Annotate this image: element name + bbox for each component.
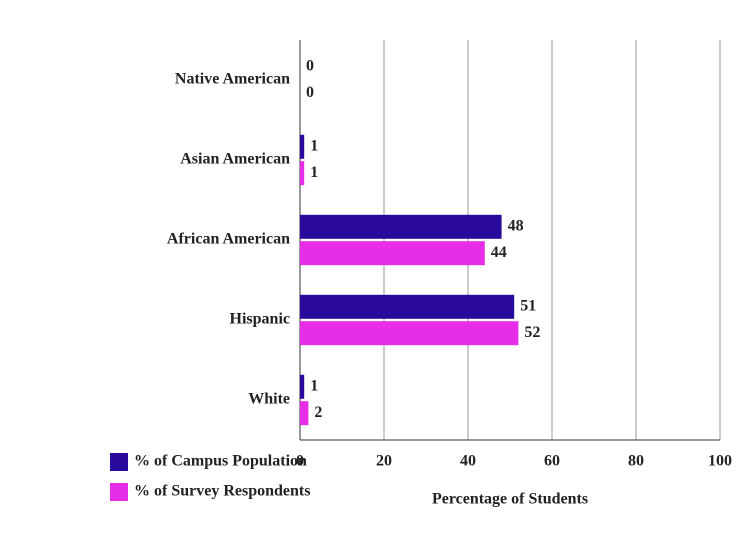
- bar: [300, 161, 305, 186]
- legend-swatch: [110, 483, 128, 501]
- bar: [300, 294, 515, 319]
- bar: [300, 241, 485, 266]
- value-label: 51: [520, 297, 536, 314]
- legend-label: % of Survey Respondents: [134, 483, 310, 500]
- value-label: 1: [310, 137, 318, 154]
- legend-label: % of Campus Population: [134, 453, 307, 470]
- value-label: 2: [314, 404, 322, 421]
- bar: [300, 401, 309, 426]
- legend-swatch: [110, 453, 128, 471]
- value-label: 1: [310, 377, 318, 394]
- value-label: 48: [508, 217, 524, 234]
- bar: [300, 214, 502, 239]
- bar: [300, 321, 519, 346]
- x-axis-label: Percentage of Students: [432, 491, 588, 508]
- value-label: 0: [306, 84, 314, 101]
- x-tick-label: 40: [460, 453, 476, 470]
- value-label: 44: [491, 244, 507, 261]
- bar: [300, 374, 305, 399]
- bar: [300, 134, 305, 159]
- y-tick-label: Asian American: [180, 151, 290, 168]
- value-label: 0: [306, 57, 314, 74]
- x-tick-label: 60: [544, 453, 560, 470]
- y-tick-label: African American: [167, 231, 290, 248]
- value-label: 1: [310, 164, 318, 181]
- y-tick-label: Hispanic: [230, 311, 290, 328]
- x-tick-label: 0: [296, 453, 304, 470]
- y-tick-label: White: [248, 391, 290, 408]
- y-tick-label: Native American: [175, 71, 290, 88]
- value-label: 52: [524, 324, 540, 341]
- x-tick-label: 100: [708, 453, 732, 470]
- x-tick-label: 80: [628, 453, 644, 470]
- x-tick-label: 20: [376, 453, 392, 470]
